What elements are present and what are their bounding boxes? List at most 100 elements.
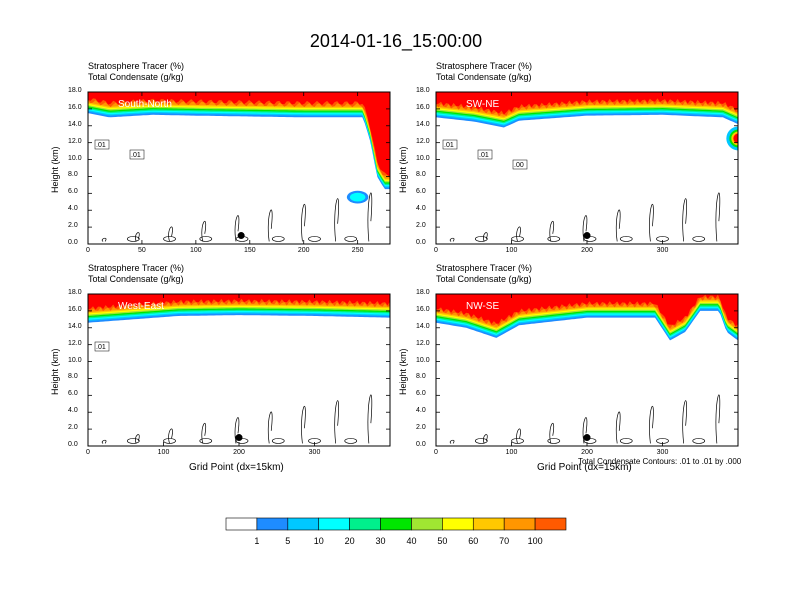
y-tick-label: 14.0 [416, 322, 430, 330]
panel-line2: Total Condensate (g/kg) [88, 274, 184, 284]
condensate-contour [344, 236, 358, 242]
contour-note: Total Condensate Contours: .01 to .01 by… [578, 457, 742, 466]
x-tick-label: 200 [297, 247, 310, 254]
colorbar-swatch [534, 517, 567, 531]
panel-line1: Stratosphere Tracer (%) [436, 61, 533, 71]
colorbar-swatch [225, 517, 258, 531]
panel-line1: Stratosphere Tracer (%) [88, 61, 185, 71]
plot-frame [87, 91, 391, 245]
y-tick-label: 8.0 [416, 171, 426, 179]
y-tick-label: 4.0 [416, 407, 426, 415]
condensate-contour [126, 236, 140, 242]
condensate-contour [168, 428, 173, 444]
y-tick-label: 16.0 [68, 305, 82, 313]
tracer-band-10 [436, 294, 738, 327]
condensate-contour [163, 438, 176, 444]
y-tick-label: 0.0 [68, 441, 78, 448]
x-tick-label: 0 [86, 247, 90, 254]
condensate-contour [619, 438, 633, 444]
station-marker [235, 434, 243, 442]
y-tick-label: 0.0 [68, 239, 78, 246]
condensate-contour [101, 237, 107, 242]
y-tick-label: 8.0 [68, 373, 78, 381]
y-axis-label: Height (km) [398, 348, 408, 395]
colorbar-swatch [442, 517, 474, 531]
x-tick-label: 100 [505, 449, 518, 456]
condensate-contour [692, 438, 706, 444]
condensate-contour [615, 209, 621, 242]
colorbar-swatch [503, 517, 536, 531]
colorbar-label: 40 [406, 536, 417, 546]
contour-label: .01 [96, 344, 106, 351]
x-tick-label: 150 [243, 247, 256, 254]
y-tick-label: 2.0 [416, 222, 426, 230]
colorbar [225, 517, 567, 531]
condensate-contour [615, 411, 621, 444]
panel-nw-se: NW-SE [435, 293, 739, 447]
panel-line2: Total Condensate (g/kg) [436, 72, 532, 82]
panel-title: West-East [118, 301, 164, 312]
panel-line1: Stratosphere Tracer (%) [88, 263, 185, 273]
contour-label: .01 [479, 152, 489, 159]
tracer-blob-ring-3 [733, 133, 738, 144]
condensate-contour [449, 237, 455, 242]
y-tick-label: 16.0 [416, 103, 430, 111]
y-tick-label: 8.0 [416, 373, 426, 381]
tracer-band-10 [436, 92, 738, 115]
panel-sw-ne: .01 .01 .00 SW-NE [435, 91, 739, 245]
x-tick-label: 0 [86, 449, 90, 456]
y-tick-label: 2.0 [68, 424, 78, 432]
y-tick-label: 12.0 [68, 137, 82, 145]
y-tick-label: 16.0 [416, 305, 430, 313]
condensate-contour [199, 438, 213, 444]
condensate-contour [582, 215, 588, 242]
condensate-contour [267, 411, 273, 444]
condensate-contour [201, 422, 207, 444]
station-marker [583, 434, 591, 442]
y-tick-label: 10.0 [68, 154, 82, 162]
x-tick-label: 200 [233, 449, 245, 456]
condensate-contour [301, 203, 306, 242]
condensate-contour [547, 236, 561, 242]
y-tick-label: 12.0 [416, 339, 430, 347]
condensate-contour [308, 236, 321, 242]
condensate-contour [692, 236, 706, 242]
y-tick-label: 16.0 [68, 103, 82, 111]
x-axis-label: Grid Point (dx=15km) [189, 462, 284, 473]
colorbar-label: 60 [468, 536, 479, 546]
panel-line2: Total Condensate (g/kg) [436, 274, 532, 284]
condensate-contour [234, 215, 240, 242]
y-tick-label: 14.0 [68, 322, 82, 330]
y-tick-label: 4.0 [416, 205, 426, 213]
colorbar-label: 70 [499, 536, 510, 546]
x-tick-label: 100 [190, 247, 202, 254]
condensate-contour [511, 236, 524, 242]
condensate-contour [163, 236, 176, 242]
heatmap-field: .01 .01 [88, 92, 390, 242]
panel-title: SW-NE [466, 99, 499, 110]
condensate-contour [474, 438, 488, 444]
contour-label-box [94, 139, 110, 150]
x-axis-label: Grid Point (dx=15km) [537, 462, 632, 473]
contour-label: .01 [444, 142, 454, 149]
condensate-contour [301, 405, 306, 444]
y-tick-label: 14.0 [416, 120, 430, 128]
colorbar-label: 10 [313, 536, 324, 546]
condensate-contour [582, 417, 588, 444]
x-tick-label: 300 [308, 449, 321, 456]
contour-label-box [129, 149, 145, 160]
x-tick-label: 0 [434, 449, 438, 456]
contour-label-box [477, 149, 493, 160]
contour-label-box [94, 341, 110, 352]
y-tick-label: 10.0 [68, 356, 82, 364]
y-tick-label: 4.0 [68, 407, 78, 415]
y-tick-label: 2.0 [416, 424, 426, 432]
condensate-contours [101, 192, 373, 242]
panel-west-east: .01 West-East [87, 293, 391, 447]
heatmap-field: .01 [88, 294, 390, 444]
condensate-contours [449, 192, 721, 242]
condensate-contour [267, 209, 273, 242]
colorbar-swatch [411, 517, 443, 531]
